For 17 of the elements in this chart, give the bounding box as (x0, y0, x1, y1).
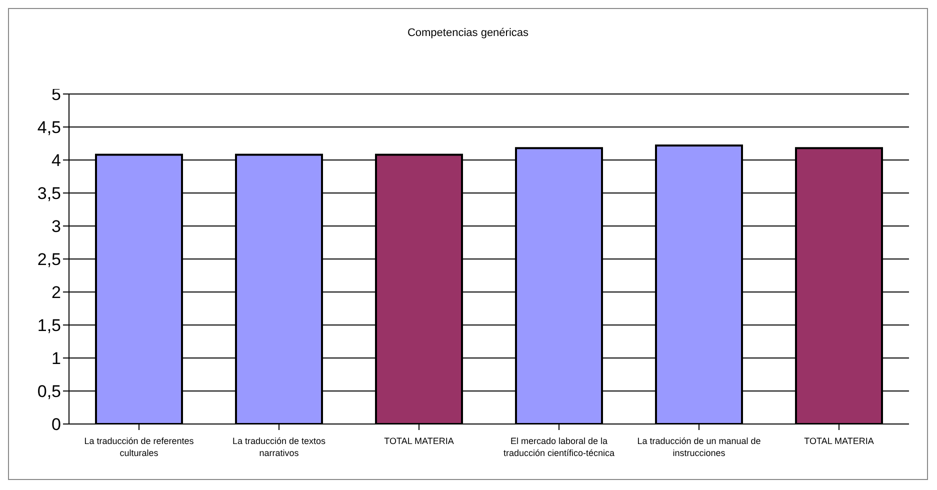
y-tick-label: 2 (52, 283, 61, 302)
y-tick-label: 4,5 (37, 118, 61, 138)
x-tick-label: La traducción de referentes culturales (84, 436, 194, 458)
x-tick-label: La traducción de textos narrativos (232, 436, 326, 458)
chart-title: Competencias genéricas (406, 27, 530, 39)
y-tick-label: 4 (52, 151, 61, 170)
y-tick-label: 3,5 (37, 184, 61, 204)
y-tick-label: 1,5 (37, 316, 61, 336)
y-tick-label: 0,5 (37, 382, 61, 402)
y-tick-label: 0 (52, 415, 61, 434)
x-tick-label: El mercado laboral de la traducción científico-técnica (503, 436, 615, 458)
y-tick-label: 1 (52, 349, 61, 368)
y-tick-label: 3 (52, 217, 61, 236)
x-tick-label: La traducción de un manual de instrucciones (637, 436, 761, 458)
x-tick-label: TOTAL MATERIA (384, 436, 454, 446)
x-tick-label: TOTAL MATERIA (804, 436, 874, 446)
y-tick-label: 2,5 (37, 250, 61, 270)
